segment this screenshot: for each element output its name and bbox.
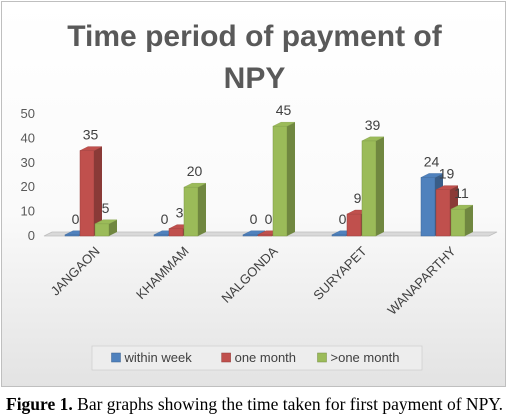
legend-swatch [317, 352, 327, 363]
data-label: 45 [276, 102, 292, 118]
legend-swatch [111, 352, 121, 363]
bars-group [64, 121, 474, 237]
bar-top [242, 230, 266, 236]
bar-front [79, 150, 95, 237]
data-label: 0 [250, 211, 258, 227]
data-label: 24 [424, 153, 440, 169]
bar-front [420, 177, 436, 237]
figure-caption: Figure 1. Bar graphs showing the time ta… [6, 394, 510, 415]
y-tick-label: 20 [21, 179, 35, 194]
bar [450, 204, 474, 237]
bar-front [183, 186, 199, 237]
data-label: 0 [72, 211, 80, 227]
data-label: 0 [339, 211, 347, 227]
bar [183, 182, 207, 237]
legend-item: within week [111, 350, 193, 365]
category-label: WANAPARTHY [384, 243, 459, 318]
y-tick-label: 40 [21, 130, 35, 145]
data-label: 3 [176, 205, 184, 221]
chart-title-line-2: NPY [223, 62, 286, 95]
bar-front [450, 208, 466, 237]
bar-top [94, 219, 118, 225]
chart-title-line-1: Time period of payment of [67, 20, 442, 53]
chart-title: Time period of payment of NPY [2, 16, 507, 100]
bar-side [198, 183, 206, 236]
data-label: 0 [161, 211, 169, 227]
bar-side [376, 136, 384, 236]
bar-front [272, 125, 288, 237]
y-tick-label: 0 [28, 228, 35, 243]
legend-item: one month [221, 350, 296, 365]
category-label: JANGAON [48, 244, 103, 299]
legend-label: within week [124, 350, 193, 365]
bar [94, 219, 118, 237]
data-label: 11 [454, 185, 469, 201]
bar-top [272, 121, 296, 127]
bar [361, 136, 385, 237]
data-label: 9 [354, 190, 362, 206]
bar-front [346, 213, 362, 237]
y-tick-label: 10 [21, 204, 35, 219]
data-label: 19 [439, 166, 455, 182]
bar-top [79, 146, 103, 151]
category-label: NALGONDA [218, 243, 280, 305]
legend-swatch [221, 352, 231, 363]
caption-label: Figure 1. [6, 394, 73, 414]
bar-front [435, 189, 451, 237]
bar [79, 146, 103, 237]
bar [272, 121, 296, 237]
bar-top [183, 182, 207, 188]
y-tick-label: 30 [21, 155, 35, 170]
data-label: 35 [83, 127, 99, 143]
bar-side [287, 122, 295, 236]
legend-box [91, 345, 423, 371]
bar-side [94, 146, 102, 236]
data-label: 39 [365, 117, 381, 133]
bar-top [435, 185, 459, 190]
chart-area: Time period of payment of NPY 0 10 20 30 40 5… [1, 1, 506, 387]
legend-item: >one month [317, 350, 400, 365]
data-label: 0 [265, 211, 273, 227]
caption-text: Bar graphs showing the time taken for fi… [72, 394, 504, 414]
legend-label: one month [235, 350, 296, 365]
y-tick-label: 50 [21, 106, 35, 121]
data-label: 20 [187, 163, 203, 179]
bar-side [109, 219, 117, 236]
bar-top [361, 136, 385, 142]
bar-front [168, 228, 184, 237]
bar-front [94, 223, 110, 237]
bar-top [450, 204, 474, 210]
bar-front [361, 140, 377, 237]
data-label: 5 [102, 200, 110, 216]
bar-side [465, 205, 473, 236]
legend-label: >one month [331, 350, 400, 365]
legend: within week one month >one month [91, 345, 423, 371]
category-label: SURYAPET [310, 243, 369, 302]
bar-top [420, 173, 444, 178]
category-label: KHAMMAM [133, 244, 192, 303]
